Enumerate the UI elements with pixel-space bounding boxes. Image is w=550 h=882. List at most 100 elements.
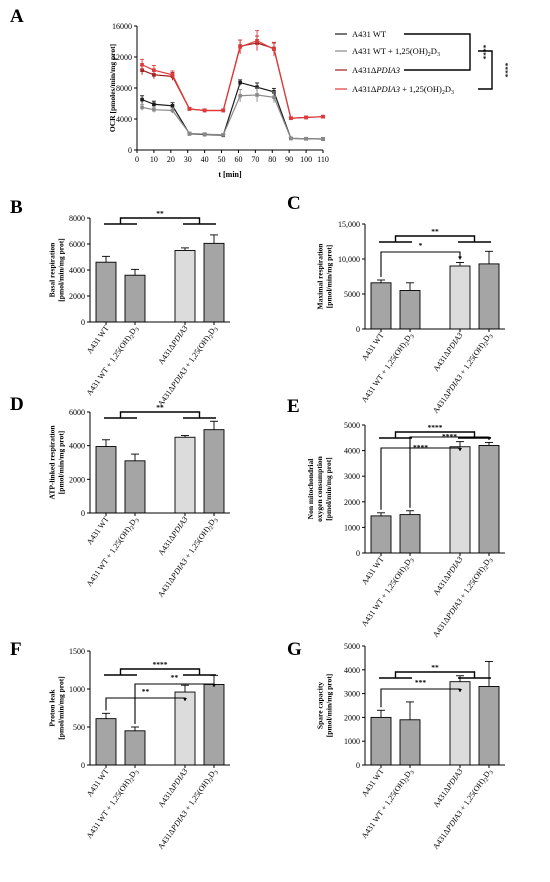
legend-entry-0: A431 WT bbox=[352, 29, 387, 39]
y-tick-label: 4000 bbox=[69, 442, 85, 451]
panel-E: E 0 1000 2000 3000 4000 5000 Non mitochondrial o… bbox=[287, 396, 505, 639]
x-tick-label: 100 bbox=[300, 155, 312, 164]
significance-label: *** bbox=[415, 678, 427, 687]
category-label: A431ΔPDIA3 + 1,25(OH)2D3 bbox=[156, 324, 220, 409]
significance-bracket bbox=[380, 251, 461, 277]
y-axis-label: [pmol/min/mg prot] bbox=[57, 676, 66, 739]
significance-bracket bbox=[105, 697, 186, 711]
category-label: A431 WT + 1,25(OH)2D3 bbox=[85, 324, 142, 398]
panel-C: C 0 5000 10,000 15,000 Maximal respiration [pm… bbox=[287, 193, 505, 416]
bar bbox=[95, 718, 117, 766]
y-tick-label: 1000 bbox=[344, 737, 360, 746]
category-label: A431ΔPDIA3 + 1,25(OH)2D3 bbox=[431, 767, 495, 852]
series-point-3 bbox=[238, 45, 242, 49]
y-tick-label: 0 bbox=[356, 761, 360, 770]
x-tick-label: 50 bbox=[218, 155, 226, 164]
significance-bracket bbox=[119, 668, 201, 675]
x-tick-label: 40 bbox=[201, 155, 209, 164]
bar bbox=[174, 436, 196, 514]
y-tick-label: 4000 bbox=[344, 666, 360, 675]
bar bbox=[95, 446, 117, 514]
category-label: A431ΔPDIA3 bbox=[431, 767, 464, 809]
bar bbox=[399, 514, 421, 554]
y-tick-label: 8000 bbox=[69, 214, 85, 223]
bar bbox=[124, 274, 146, 323]
y-tick-label: 5000 bbox=[344, 290, 360, 299]
significance-label: ** bbox=[431, 663, 439, 672]
bar bbox=[449, 681, 471, 766]
bar bbox=[370, 716, 392, 766]
y-tick-label: 2000 bbox=[344, 498, 360, 507]
category-label: A431 WT bbox=[360, 331, 386, 363]
y-axis-label: [pmol/min/mg prot] bbox=[325, 674, 334, 737]
y-axis-label: [pmol/min/mg prot] bbox=[57, 238, 66, 301]
bar bbox=[174, 250, 196, 323]
panel-label-C: C bbox=[287, 193, 301, 214]
series-point-0 bbox=[170, 104, 175, 108]
y-tick-label: 2000 bbox=[69, 292, 85, 301]
panel-F: F 0 500 1000 1500 Proton leak [pmol/min/mg pro… bbox=[10, 639, 230, 852]
bar bbox=[174, 691, 196, 766]
y-tick-label: 1000 bbox=[344, 523, 360, 532]
significance-arrow bbox=[458, 448, 462, 451]
series-point-3 bbox=[304, 115, 308, 120]
significance-label: **** bbox=[153, 660, 168, 669]
category-label: A431ΔPDIA3 bbox=[156, 324, 189, 366]
category-label: A431 WT + 1,25(OH)2D3 bbox=[360, 555, 417, 629]
series-point-3 bbox=[140, 62, 144, 67]
bar bbox=[95, 261, 117, 323]
y-tick-label: 6000 bbox=[69, 408, 85, 417]
y-axis-label: [pmol/min/mg prot] bbox=[325, 245, 334, 308]
y-tick-label: 2000 bbox=[344, 713, 360, 722]
category-label: A431 WT bbox=[85, 324, 111, 356]
category-label: A431ΔPDIA3 + 1,25(OH)2D3 bbox=[156, 767, 220, 852]
category-label: A431ΔPDIA3 + 1,25(OH)2D3 bbox=[431, 331, 495, 416]
bar bbox=[124, 730, 146, 766]
series-point-1 bbox=[140, 105, 144, 110]
series-point-3 bbox=[255, 38, 259, 43]
series-point-0 bbox=[140, 97, 144, 102]
panel-label-E: E bbox=[287, 396, 300, 417]
significance-label: ** bbox=[142, 687, 150, 696]
series-line-1 bbox=[141, 94, 324, 140]
y-axis-label: [pmol/min/mg prot] bbox=[324, 457, 333, 520]
significance-label: **** bbox=[428, 423, 443, 432]
x-tick-label: 0 bbox=[135, 155, 139, 164]
series-point-1 bbox=[152, 107, 156, 112]
y-tick-label: 4000 bbox=[116, 115, 132, 124]
x-tick-label: 30 bbox=[184, 155, 192, 164]
x-tick-label: 90 bbox=[285, 155, 293, 164]
y-axis-label: [pmol/min/mg prot] bbox=[57, 431, 66, 494]
significance-arrow bbox=[487, 437, 491, 440]
panel-label-B: B bbox=[10, 197, 23, 218]
y-tick-label: 0 bbox=[356, 325, 360, 334]
series-point-3 bbox=[289, 116, 293, 121]
category-label: A431ΔPDIA3 + 1,25(OH)2D3 bbox=[156, 515, 220, 600]
significance-label: ** bbox=[171, 673, 179, 682]
category-label: A431 WT + 1,25(OH)2D3 bbox=[85, 515, 142, 589]
panel-label-A: A bbox=[10, 6, 24, 27]
y-tick-label: 16000 bbox=[112, 22, 132, 31]
y-tick-label: 1500 bbox=[69, 647, 85, 656]
series-point-3 bbox=[272, 47, 276, 52]
series-point-1 bbox=[187, 131, 192, 136]
y-axis-label: oxygen consumption bbox=[315, 455, 324, 521]
y-tick-label: 8000 bbox=[116, 84, 132, 93]
category-label: A431ΔPDIA3 bbox=[431, 555, 464, 597]
x-tick-label: 10 bbox=[150, 155, 158, 164]
panel-A: A 0 4000 8000 12000 16000 0 10 20 30 40 50 60 70 80 90 1… bbox=[10, 6, 510, 179]
significance-label: ** bbox=[156, 403, 164, 412]
category-label: A431 WT bbox=[360, 555, 386, 587]
y-tick-label: 2000 bbox=[69, 475, 85, 484]
category-label: A431 WT bbox=[85, 515, 111, 547]
bar bbox=[124, 460, 146, 514]
category-label: A431 WT + 1,25(OH)2D3 bbox=[85, 767, 142, 841]
legend-entry-3: A431ΔPDIA3 + 1,25(OH)2D3 bbox=[352, 84, 454, 96]
significance-bracket bbox=[394, 671, 476, 678]
significance-arrow bbox=[183, 698, 187, 701]
significance-bracket bbox=[380, 688, 461, 708]
significance-bracket bbox=[394, 235, 476, 242]
significance-label: ** bbox=[431, 227, 439, 236]
category-label: A431 WT bbox=[85, 767, 111, 799]
